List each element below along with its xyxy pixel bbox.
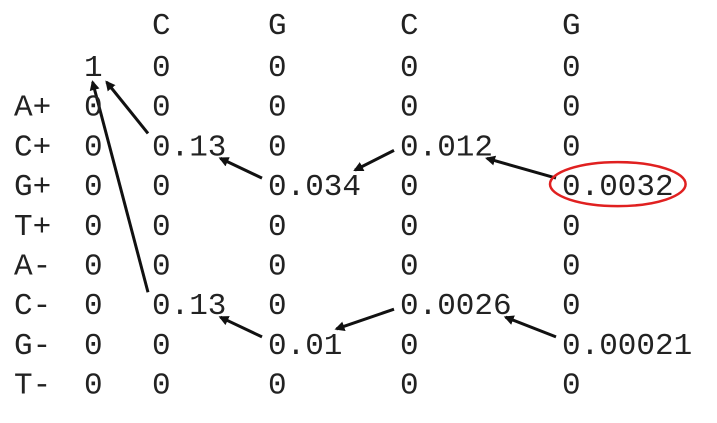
probability-cell: 0 xyxy=(152,250,171,285)
probability-cell: 0 xyxy=(152,210,171,245)
probability-cell: 0 xyxy=(84,250,103,285)
probability-cell: 0.13 xyxy=(152,289,226,324)
probability-cell: 0 xyxy=(268,250,287,285)
probability-cell: 0 xyxy=(152,170,171,205)
row-labels: 𝒝A+C+G+T+A-C-G-T- xyxy=(14,50,51,404)
column-header: G xyxy=(562,9,581,44)
probability-cells: 1 0 0 0 0 0 0 0 0 0 0 0.13 0 0.012 0 0 0 0.034 0 0.0032 0 0 0 0… xyxy=(84,51,692,404)
backtrace-arrow xyxy=(220,158,262,178)
row-label: T+ xyxy=(14,210,51,245)
probability-cell: 0.01 xyxy=(268,329,342,364)
probability-cell: 0 xyxy=(400,170,419,205)
probability-cell: 0 xyxy=(562,289,581,324)
column-header: G xyxy=(268,9,287,44)
backtrace-arrow xyxy=(506,317,556,337)
row-label: A- xyxy=(14,250,51,285)
probability-cell: 0 xyxy=(268,369,287,404)
probability-cell: 0 xyxy=(84,170,103,205)
backtrace-arrow xyxy=(487,158,556,178)
probability-cell: 0 xyxy=(400,250,419,285)
probability-cell: 0 xyxy=(562,51,581,86)
probability-cell: 0 xyxy=(152,51,171,86)
row-label: T- xyxy=(14,369,51,404)
probability-cell: 0 xyxy=(84,369,103,404)
probability-cell: 0 xyxy=(562,210,581,245)
row-label: C- xyxy=(14,289,51,324)
probability-cell: 0.0026 xyxy=(400,289,512,324)
probability-cell: 0 xyxy=(268,51,287,86)
probability-cell: 0.00021 xyxy=(562,329,692,364)
probability-cell: 0 xyxy=(268,210,287,245)
probability-cell: 0.034 xyxy=(268,170,361,205)
probability-cell: 0 xyxy=(400,91,419,126)
probability-cell: 0 xyxy=(84,329,103,364)
probability-cell: 0 xyxy=(84,210,103,245)
row-label: G+ xyxy=(14,170,51,205)
probability-cell: 0 xyxy=(268,91,287,126)
backtrace-arrow xyxy=(336,309,394,329)
probability-cell: 0 xyxy=(268,289,287,324)
column-header: C xyxy=(152,9,171,44)
row-label: A+ xyxy=(14,91,51,126)
probability-cell: 0 xyxy=(400,51,419,86)
probability-cell: 0 xyxy=(268,130,287,165)
probability-cell: 0 xyxy=(84,130,103,165)
probability-cell: 0 xyxy=(152,369,171,404)
probability-cell: 0 xyxy=(84,289,103,324)
probability-cell: 0 xyxy=(400,329,419,364)
row-label: C+ xyxy=(14,130,51,165)
probability-cell: 0 xyxy=(562,250,581,285)
backtrace-arrow xyxy=(220,317,262,337)
probability-cell: 0.13 xyxy=(152,130,226,165)
column-headers: CGCG xyxy=(152,9,581,44)
probability-cell: 0.012 xyxy=(400,130,493,165)
probability-cell: 0 xyxy=(152,329,171,364)
probability-cell: 0 xyxy=(400,369,419,404)
probability-cell: 0.0032 xyxy=(562,170,674,205)
probability-cell: 0 xyxy=(152,91,171,126)
column-header: C xyxy=(400,9,419,44)
backtrace-arrow xyxy=(107,82,148,133)
probability-cell: 0 xyxy=(84,91,103,126)
row-label: G- xyxy=(14,329,51,364)
probability-cell: 0 xyxy=(562,130,581,165)
probability-cell: 0 xyxy=(400,210,419,245)
backtrace-arrow xyxy=(355,150,394,170)
probability-cell: 0 xyxy=(562,91,581,126)
probability-cell: 1 xyxy=(84,51,103,86)
probability-cell: 0 xyxy=(562,369,581,404)
